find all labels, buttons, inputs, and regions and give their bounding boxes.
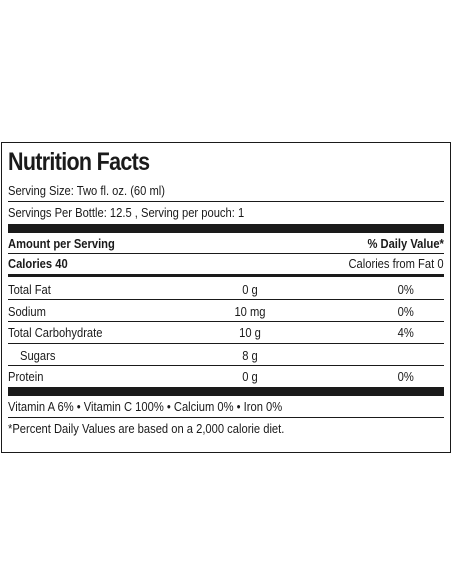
nutrient-daily-value: 0% [397, 369, 414, 384]
serving-size: Serving Size: Two fl. oz. (60 ml) [8, 183, 165, 198]
amount-per-serving-header: Amount per Serving [8, 236, 115, 251]
nutrition-facts-label: Nutrition Facts Serving Size: Two fl. oz… [1, 142, 451, 453]
daily-value-footnote: *Percent Daily Values are based on a 2,0… [8, 421, 285, 436]
nutrient-daily-value: 0% [397, 304, 414, 319]
calories: Calories 40 [8, 256, 68, 271]
nutrient-name: Total Fat [8, 282, 51, 297]
thick-divider [8, 224, 444, 233]
nutrient-amount: 10 mg [234, 304, 266, 319]
label-title: Nutrition Facts [8, 148, 150, 176]
divider [8, 201, 444, 202]
nutrient-amount: 10 g [239, 325, 261, 340]
nutrient-daily-value: 4% [397, 325, 414, 340]
divider [8, 253, 444, 254]
nutrient-name: Total Carbohydrate [8, 325, 103, 340]
medium-divider [8, 274, 444, 277]
servings-per-container: Servings Per Bottle: 12.5 , Serving per … [8, 205, 245, 220]
nutrient-name: Sugars [20, 348, 56, 363]
divider [8, 321, 444, 322]
nutrient-name: Sodium [8, 304, 46, 319]
divider [8, 299, 444, 300]
nutrient-amount: 0 g [242, 282, 258, 297]
vitamins-minerals: Vitamin A 6% • Vitamin C 100% • Calcium … [8, 399, 283, 414]
thick-divider [8, 387, 444, 396]
nutrient-amount: 0 g [242, 369, 258, 384]
nutrient-amount: 8 g [242, 348, 258, 363]
divider [8, 343, 444, 344]
divider [8, 365, 444, 366]
divider [8, 417, 444, 418]
calories-from-fat: Calories from Fat 0 [348, 256, 444, 271]
nutrient-daily-value: 0% [397, 282, 414, 297]
nutrient-name: Protein [8, 369, 44, 384]
daily-value-header: % Daily Value* [367, 236, 444, 251]
